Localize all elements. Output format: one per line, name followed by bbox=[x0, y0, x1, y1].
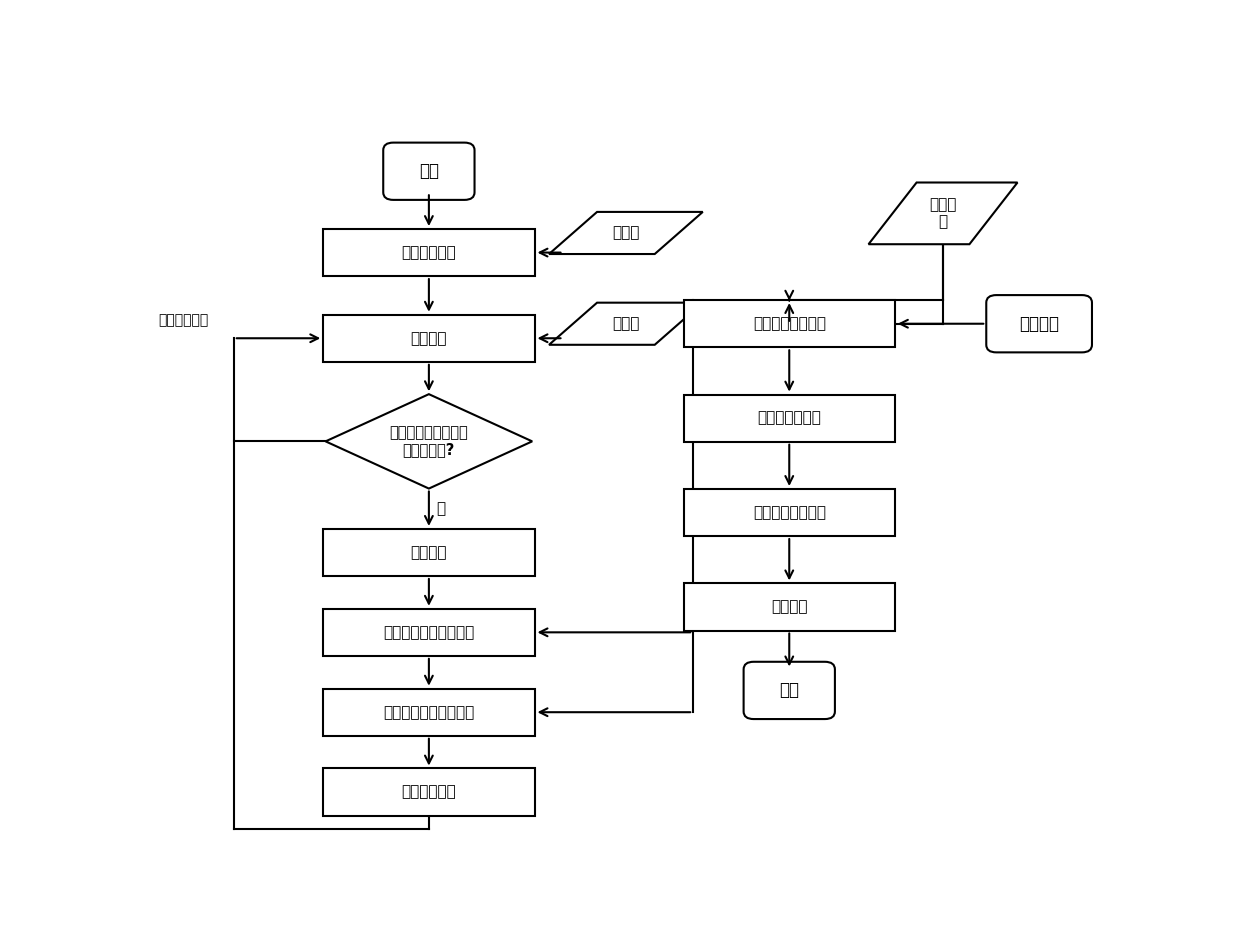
FancyBboxPatch shape bbox=[683, 488, 895, 537]
Polygon shape bbox=[326, 394, 532, 488]
Text: 图文受控: 图文受控 bbox=[410, 545, 448, 560]
Text: 生成套裁冲切程序: 生成套裁冲切程序 bbox=[753, 505, 826, 520]
Polygon shape bbox=[549, 303, 703, 345]
Text: 是: 是 bbox=[436, 502, 445, 516]
Text: 自动匹配边缘线长刀具: 自动匹配边缘线长刀具 bbox=[383, 704, 475, 720]
FancyBboxPatch shape bbox=[383, 142, 475, 200]
Text: 冲床调用: 冲床调用 bbox=[771, 600, 807, 615]
Text: 编程规
则: 编程规 则 bbox=[929, 197, 957, 229]
FancyBboxPatch shape bbox=[986, 295, 1092, 353]
Text: 生产订单: 生产订单 bbox=[1019, 315, 1059, 333]
Text: 规则库: 规则库 bbox=[613, 316, 640, 331]
FancyBboxPatch shape bbox=[324, 529, 534, 576]
FancyBboxPatch shape bbox=[324, 688, 534, 736]
Text: 自动导入编程软件: 自动导入编程软件 bbox=[753, 316, 826, 331]
FancyBboxPatch shape bbox=[324, 229, 534, 276]
FancyBboxPatch shape bbox=[324, 769, 534, 816]
Text: 开始: 开始 bbox=[419, 162, 439, 180]
FancyBboxPatch shape bbox=[683, 394, 895, 441]
Text: 结束: 结束 bbox=[779, 682, 800, 700]
Text: 特征自动推送: 特征自动推送 bbox=[402, 245, 456, 260]
Text: 否，提示修订: 否，提示修订 bbox=[157, 313, 208, 327]
Text: 三维设计: 三维设计 bbox=[410, 331, 448, 346]
FancyBboxPatch shape bbox=[324, 315, 534, 362]
Text: 按材料厚度套材: 按材料厚度套材 bbox=[758, 410, 821, 425]
Text: 自动匹配成型特征刀具: 自动匹配成型特征刀具 bbox=[383, 625, 475, 640]
Text: 生成接口程序: 生成接口程序 bbox=[402, 785, 456, 800]
FancyBboxPatch shape bbox=[324, 609, 534, 656]
Text: 模型库: 模型库 bbox=[613, 225, 640, 240]
FancyBboxPatch shape bbox=[683, 300, 895, 347]
FancyBboxPatch shape bbox=[744, 662, 835, 720]
Text: 后台检查当前模型是
否符合规则?: 后台检查当前模型是 否符合规则? bbox=[389, 425, 469, 457]
Polygon shape bbox=[549, 212, 703, 254]
FancyBboxPatch shape bbox=[683, 584, 895, 631]
Polygon shape bbox=[868, 183, 1018, 244]
